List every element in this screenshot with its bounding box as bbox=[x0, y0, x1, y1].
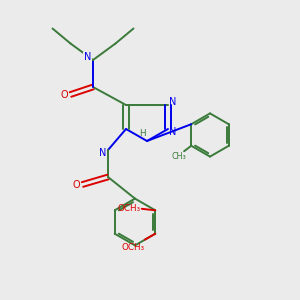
Text: N: N bbox=[169, 97, 176, 107]
Text: OCH₃: OCH₃ bbox=[118, 204, 141, 213]
Text: O: O bbox=[60, 89, 68, 100]
Text: O: O bbox=[72, 179, 80, 190]
Text: H: H bbox=[139, 129, 146, 138]
Text: N: N bbox=[99, 148, 106, 158]
Text: CH₃: CH₃ bbox=[172, 152, 187, 161]
Text: OCH₃: OCH₃ bbox=[122, 243, 145, 252]
Text: N: N bbox=[169, 127, 176, 137]
Text: N: N bbox=[84, 52, 91, 62]
